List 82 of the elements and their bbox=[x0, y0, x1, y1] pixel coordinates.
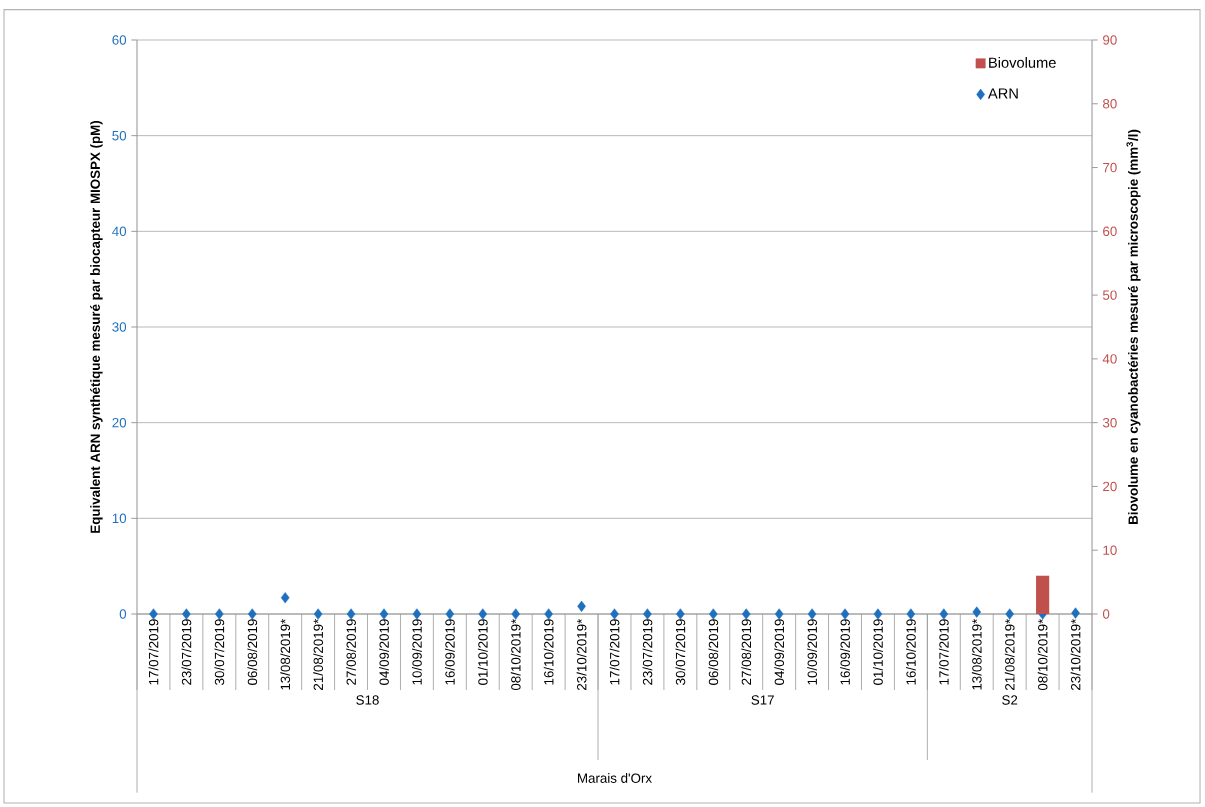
point bbox=[379, 608, 389, 620]
legend-label: ARN bbox=[987, 88, 1018, 99]
point bbox=[972, 606, 982, 618]
point bbox=[1005, 608, 1014, 620]
x-tick-label: 30/07/2019 bbox=[214, 619, 225, 685]
text: S2 bbox=[1002, 695, 1018, 705]
point bbox=[774, 608, 784, 620]
y-tick-label: 0 bbox=[119, 609, 127, 619]
point bbox=[939, 608, 949, 620]
point bbox=[544, 608, 553, 620]
point bbox=[610, 608, 619, 620]
point bbox=[149, 608, 158, 620]
x-tick-label: 30/07/2019 bbox=[675, 619, 686, 685]
point bbox=[478, 608, 488, 620]
x-tick-label: 13/08/2019* bbox=[971, 618, 982, 690]
text: S18 bbox=[356, 695, 379, 705]
point bbox=[906, 608, 916, 620]
x-tick-label: 27/08/2019 bbox=[346, 619, 356, 685]
x-tick-label: 16/10/2019 bbox=[905, 619, 916, 685]
point bbox=[511, 608, 520, 620]
y2-axis-title: Biovolume en cyanobactéries mesuré par microscopie (mm$^{3}$/l) bbox=[1126, 129, 1141, 524]
y-tick-label: 50 bbox=[112, 130, 127, 141]
x-tick-label: 16/09/2019 bbox=[444, 619, 455, 685]
y-tick-label: 40 bbox=[112, 226, 127, 237]
x-tick-label: 23/10/2019* bbox=[576, 618, 587, 690]
x-tick-label: 08/10/2019* bbox=[1037, 618, 1048, 691]
y2-tick-label: 40 bbox=[1102, 354, 1117, 364]
point bbox=[577, 600, 586, 612]
y-tick-label: 10 bbox=[112, 513, 127, 524]
point bbox=[643, 608, 652, 620]
point bbox=[247, 608, 257, 620]
text: S17 bbox=[751, 695, 774, 705]
y2-tick-label: 0 bbox=[1102, 609, 1110, 619]
x-tick-label: 17/07/2019 bbox=[609, 619, 620, 685]
point bbox=[215, 608, 224, 620]
y2-tick-label: 70 bbox=[1103, 162, 1117, 173]
y-axis-title: Equivalent ARN synthétique mesuré par biocapteur MIOSPX (pM) bbox=[90, 120, 103, 533]
point bbox=[873, 608, 883, 620]
y2-tick-label: 20 bbox=[1103, 481, 1117, 492]
y2-tick-label: 10 bbox=[1103, 545, 1117, 555]
y2-tick-label: 30 bbox=[1102, 417, 1117, 428]
x-tick-label: 17/07/2019 bbox=[938, 619, 949, 685]
x-tick-label: 06/08/2019 bbox=[708, 619, 719, 685]
point bbox=[1071, 607, 1080, 619]
y2-tick-label: 60 bbox=[1103, 226, 1117, 237]
point bbox=[709, 608, 718, 620]
point bbox=[840, 608, 850, 620]
x-tick-label: 16/09/2019 bbox=[840, 619, 850, 685]
x-tick-label: 04/09/2019 bbox=[379, 619, 389, 685]
point bbox=[412, 608, 422, 620]
text: Marais d'Orx bbox=[578, 773, 652, 783]
y-tick-label: 20 bbox=[112, 417, 127, 428]
x-tick-label: 04/09/2019 bbox=[774, 619, 785, 685]
point bbox=[807, 608, 817, 620]
point bbox=[445, 608, 455, 620]
x-tick-label: 21/08/2019* bbox=[1004, 618, 1015, 690]
x-tick-label: 13/08/2019* bbox=[280, 618, 291, 690]
point bbox=[313, 608, 323, 620]
x-tick-label: 01/10/2019 bbox=[873, 619, 883, 685]
y2-tick-label: 50 bbox=[1102, 290, 1117, 300]
x-tick-label: 01/10/2019 bbox=[477, 619, 488, 685]
point bbox=[182, 608, 191, 620]
x-tick-label: 21/08/2019* bbox=[313, 618, 324, 690]
y2-tick-label: 80 bbox=[1103, 99, 1117, 109]
point bbox=[280, 592, 290, 604]
legend-label: Biovolume bbox=[989, 57, 1056, 68]
point bbox=[741, 608, 751, 620]
x-tick-label: 08/10/2019* bbox=[510, 618, 521, 691]
x-tick-label: 23/10/2019* bbox=[1070, 618, 1081, 690]
y-tick-label: 60 bbox=[112, 35, 127, 45]
x-tick-label: 23/07/2019 bbox=[181, 619, 192, 685]
x-tick-label: 17/07/2019 bbox=[148, 619, 159, 685]
point bbox=[346, 608, 356, 620]
x-tick-label: 10/09/2019 bbox=[807, 619, 817, 685]
x-tick-label: 16/10/2019 bbox=[543, 619, 554, 685]
x-tick-label: 23/07/2019 bbox=[642, 619, 653, 685]
y-tick-label: 30 bbox=[112, 322, 127, 332]
y2-tick-label: 90 bbox=[1103, 35, 1117, 45]
point bbox=[676, 608, 685, 620]
x-tick-label: 10/09/2019 bbox=[412, 619, 422, 685]
x-tick-label: 06/08/2019 bbox=[247, 619, 258, 685]
x-tick-label: 27/08/2019 bbox=[741, 619, 752, 685]
